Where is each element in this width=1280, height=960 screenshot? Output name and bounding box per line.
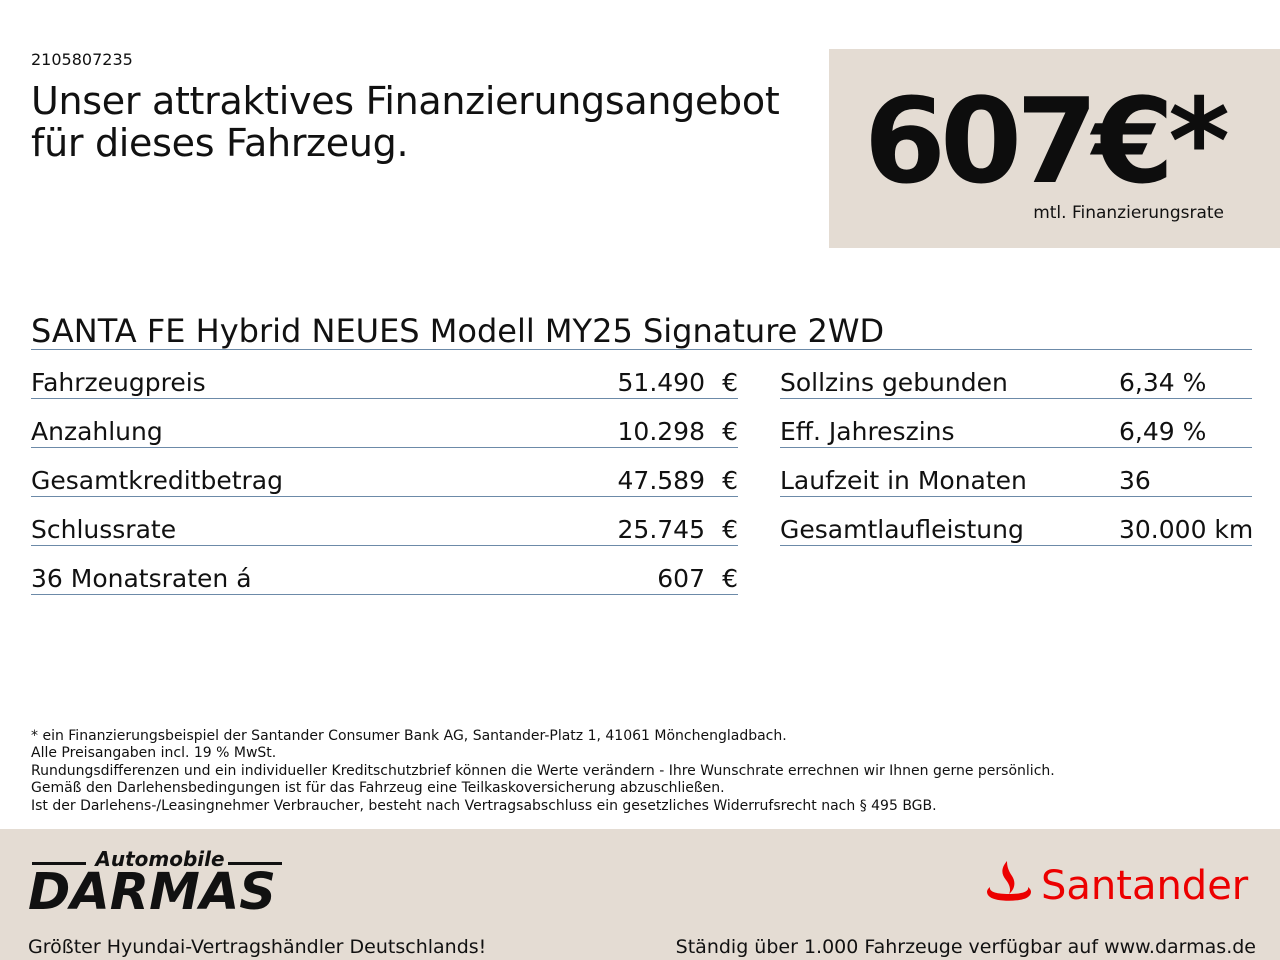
darmas-logo-big-text: DARMAS <box>28 863 277 922</box>
row-value: 6,49 % <box>1119 417 1207 446</box>
row-label: Schlussrate <box>31 515 177 544</box>
row-label: Eff. Jahreszins <box>780 417 955 446</box>
santander-logo: Santander <box>984 859 1254 915</box>
row-currency: € <box>722 417 738 446</box>
row-value: 607 <box>657 564 705 593</box>
footer-banner: Automobile DARMAS Santander Größter Hyun… <box>0 829 1280 960</box>
footnote-line: * ein Finanzierungsbeispiel der Santande… <box>31 728 787 744</box>
logo-rule-right <box>228 862 282 865</box>
page-headline: Unser attraktives Finanzierungsangebot f… <box>31 80 811 164</box>
table-row-total-credit: Gesamtkreditbetrag 47.589 € <box>31 448 738 497</box>
logo-rule-left <box>32 862 86 865</box>
inventory-tagline: Ständig über 1.000 Fahrzeuge verfügbar a… <box>675 936 1256 958</box>
santander-wordmark: Santander <box>1041 863 1249 909</box>
row-value: 25.745 <box>617 515 705 544</box>
table-row-fixed-interest: Sollzins gebunden 6,34 % <box>780 350 1252 399</box>
row-currency: € <box>722 368 738 397</box>
row-value: 51.490 <box>617 368 705 397</box>
footnote-line: Alle Preisangaben incl. 19 % MwSt. <box>31 745 277 762</box>
darmas-logo-top: Automobile <box>28 847 286 871</box>
darmas-logo: Automobile DARMAS <box>28 847 290 922</box>
table-row-total-mileage: Gesamtlaufleistung 30.000 km <box>780 497 1254 546</box>
monthly-rate-amount: 607€* <box>863 72 1230 210</box>
footnote-line: Rundungsdifferenzen und ein individuelle… <box>31 762 1055 779</box>
row-value: 36 <box>1119 466 1151 495</box>
table-row-term-months: Laufzeit in Monaten 36 <box>780 448 1252 497</box>
row-value: 30.000 km <box>1119 515 1254 544</box>
vehicle-model-title: SANTA FE Hybrid NEUES Modell MY25 Signat… <box>31 312 1252 350</box>
row-label: Sollzins gebunden <box>780 368 1008 397</box>
table-row-down-payment: Anzahlung 10.298 € <box>31 399 738 448</box>
table-row-effective-rate: Eff. Jahreszins 6,49 % <box>780 399 1252 448</box>
darmas-logo-small-text: Automobile <box>95 847 225 871</box>
row-currency: € <box>722 466 738 495</box>
row-label: Laufzeit in Monaten <box>780 466 1027 495</box>
row-value: 10.298 <box>617 417 705 446</box>
row-currency: € <box>722 515 738 544</box>
headline-line-2: für dieses Fahrzeug. <box>31 121 409 165</box>
legal-footnotes: * ein Finanzierungsbeispiel der Santande… <box>31 728 1055 815</box>
row-label: 36 Monatsraten á <box>31 564 252 593</box>
row-label: Fahrzeugpreis <box>31 368 206 397</box>
santander-flame-icon <box>987 861 1031 901</box>
reference-number: 2105807235 <box>31 50 133 69</box>
footnote-line: Gemäß den Darlehensbedingungen ist für d… <box>31 780 725 797</box>
row-label: Gesamtlaufleistung <box>780 515 1024 544</box>
row-currency: € <box>722 564 738 593</box>
row-label: Anzahlung <box>31 417 163 446</box>
footnote-line: Ist der Darlehens-/Leasingnehmer Verbrau… <box>31 797 937 814</box>
row-value: 47.589 <box>617 466 705 495</box>
dealer-tagline: Größter Hyundai-Vertragshändler Deutschl… <box>28 936 487 958</box>
monthly-rate-caption: mtl. Finanzierungsrate <box>1033 203 1224 223</box>
table-row-final-rate: Schlussrate 25.745 € <box>31 497 738 546</box>
table-row-vehicle-price: Fahrzeugpreis 51.490 € <box>31 350 738 399</box>
headline-line-1: Unser attraktives Finanzierungsangebot <box>31 79 780 123</box>
row-label: Gesamtkreditbetrag <box>31 466 283 495</box>
table-row-monthly-rates: 36 Monatsraten á 607 € <box>31 546 738 595</box>
row-value: 6,34 % <box>1119 368 1207 397</box>
monthly-rate-panel: 607€* mtl. Finanzierungsrate <box>829 49 1280 248</box>
